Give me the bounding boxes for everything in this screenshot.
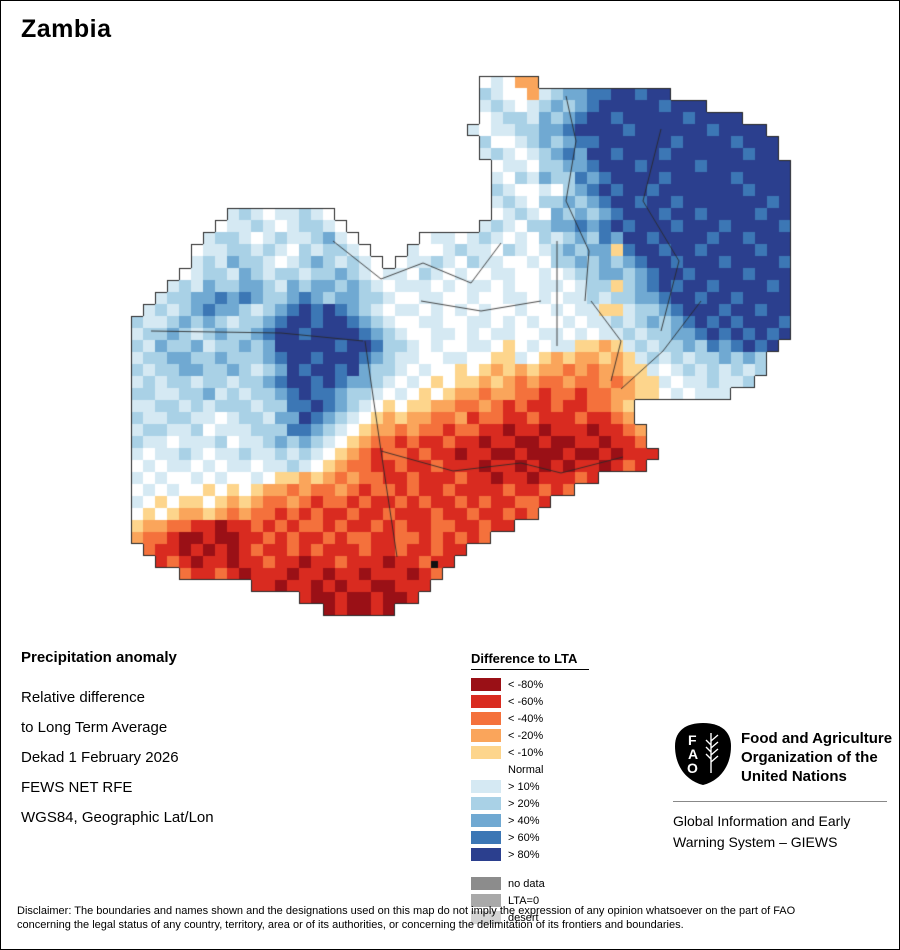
legend-item: < -20% — [471, 727, 589, 744]
legend-item: LTA=0 — [471, 892, 589, 909]
fao-divider — [673, 801, 887, 802]
fao-org-name: Food and Agriculture Organization of the… — [741, 729, 892, 786]
legend-label: desert — [508, 911, 539, 924]
disclaimer-line: concerning the legal status of any count… — [17, 919, 684, 931]
fao-logo-letter: F — [688, 732, 697, 748]
legend-swatch — [471, 877, 501, 890]
legend-item: > 40% — [471, 812, 589, 829]
legend-label: > 40% — [508, 814, 540, 827]
legend-title: Difference to LTA — [471, 651, 589, 670]
legend-label: > 80% — [508, 848, 540, 861]
legend-label: < -40% — [508, 712, 544, 725]
fao-org-line: United Nations — [741, 768, 847, 785]
disclaimer: Disclaimer: The boundaries and names sho… — [17, 904, 889, 932]
fao-logo-letter: O — [687, 760, 698, 776]
legend-label: < -10% — [508, 746, 544, 759]
legend-swatch — [471, 678, 501, 691]
legend-swatch — [471, 780, 501, 793]
legend-swatch — [471, 729, 501, 742]
legend-label: no data — [508, 877, 545, 890]
fao-logo-letter: A — [688, 746, 698, 762]
legend-swatch — [471, 797, 501, 810]
fao-wheat-icon — [705, 733, 719, 773]
legend-item: > 10% — [471, 778, 589, 795]
fao-org-line: Organization of the — [741, 749, 878, 766]
legend-swatch — [471, 763, 501, 776]
legend-swatch — [471, 848, 501, 861]
info-line: to Long Term Average — [21, 719, 168, 736]
info-line: Dekad 1 February 2026 — [21, 749, 179, 766]
legend-item: < -60% — [471, 693, 589, 710]
legend-item: no data — [471, 875, 589, 892]
legend-item: < -10% — [471, 744, 589, 761]
info-line: FEWS NET RFE — [21, 779, 133, 796]
map-info-block: Precipitation anomaly Relative differenc… — [21, 649, 214, 833]
legend-label: < -60% — [508, 695, 544, 708]
legend: Difference to LTA < -80% < -60% < -40% < -2… — [471, 651, 589, 926]
legend-label: Normal — [508, 763, 544, 776]
fao-org-line: Food and Agriculture — [741, 730, 893, 747]
legend-swatch — [471, 695, 501, 708]
legend-item: > 80% — [471, 846, 589, 863]
legend-items: < -80% < -60% < -40% < -20% < -10% Normal > 10… — [471, 676, 589, 863]
legend-item: desert — [471, 909, 589, 926]
legend-label: < -20% — [508, 729, 544, 742]
legend-swatch — [471, 911, 501, 924]
legend-item: Normal — [471, 761, 589, 778]
legend-label: LTA=0 — [508, 894, 540, 907]
legend-label: > 60% — [508, 831, 540, 844]
legend-swatch — [471, 746, 501, 759]
info-line: WGS84, Geographic Lat/Lon — [21, 809, 214, 826]
legend-label: > 10% — [508, 780, 540, 793]
info-line: Relative difference — [21, 689, 145, 706]
legend-item: < -80% — [471, 676, 589, 693]
giews-line: Warning System – GIEWS — [673, 834, 838, 850]
legend-extra-items: no data LTA=0 desert — [471, 875, 589, 926]
legend-item: > 20% — [471, 795, 589, 812]
page-title: Zambia — [21, 15, 112, 43]
legend-item: < -40% — [471, 710, 589, 727]
legend-swatch — [471, 831, 501, 844]
legend-swatch — [471, 814, 501, 827]
info-heading: Precipitation anomaly — [21, 649, 177, 666]
fao-logo: F A O — [675, 723, 731, 785]
giews-caption: Global Information and Early Warning Sys… — [673, 811, 850, 853]
legend-label: > 20% — [508, 797, 540, 810]
legend-item: > 60% — [471, 829, 589, 846]
legend-swatch — [471, 712, 501, 725]
giews-line: Global Information and Early — [673, 813, 851, 829]
disclaimer-line: Disclaimer: The boundaries and names sho… — [17, 905, 796, 917]
legend-label: < -80% — [508, 678, 544, 691]
legend-swatch — [471, 894, 501, 907]
